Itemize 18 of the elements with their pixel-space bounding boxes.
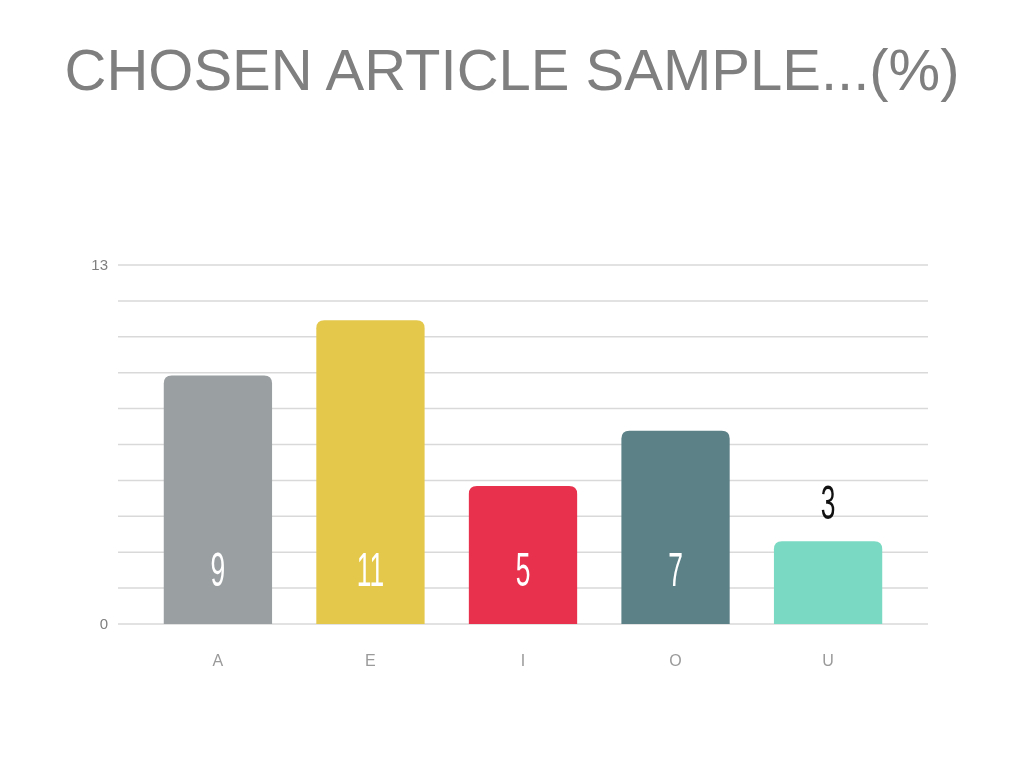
bar	[773, 541, 883, 624]
x-tick-label: O	[669, 652, 682, 669]
bar	[316, 320, 425, 624]
data-label: 3	[820, 475, 836, 530]
data-label: 5	[515, 542, 531, 596]
x-tick-label: U	[822, 652, 834, 669]
data-label: 9	[210, 542, 226, 596]
x-tick-label: E	[365, 652, 376, 669]
chart-title: CHOSEN ARTICLE SAMPLE...(%)	[64, 37, 960, 102]
bar	[621, 430, 730, 624]
bar	[468, 485, 578, 624]
y-tick-label: 0	[99, 615, 108, 633]
bar	[163, 375, 273, 624]
y-tick-label: 13	[91, 256, 108, 274]
data-label: 7	[668, 542, 683, 596]
x-tick-label: I	[520, 652, 526, 669]
data-label: 11	[356, 542, 385, 596]
x-tick-label: A	[212, 652, 224, 669]
